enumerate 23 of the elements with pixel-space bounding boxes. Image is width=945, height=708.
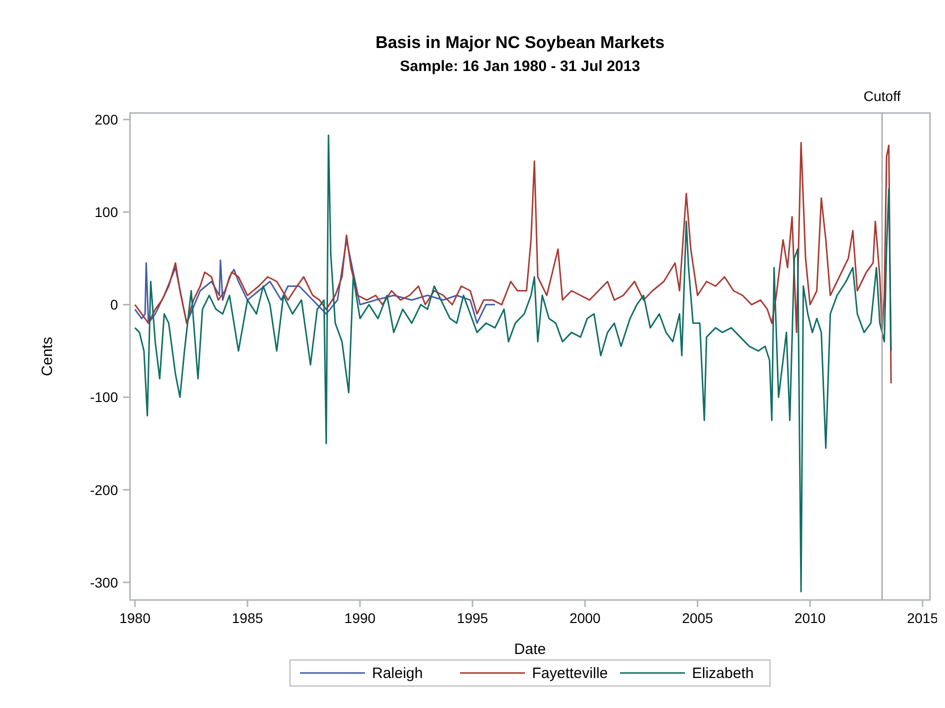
x-tick-label: 1985	[232, 610, 264, 626]
x-axis-title: Date	[514, 641, 546, 658]
y-tick-label: -100	[90, 389, 118, 406]
legend-label: Elizabeth	[692, 665, 754, 682]
x-tick-label: 1990	[344, 610, 376, 626]
y-tick-label: -300	[90, 574, 118, 590]
y-tick-label: -200	[90, 482, 118, 498]
x-tick-label: 2000	[569, 610, 601, 626]
x-tick-label: 2005	[682, 610, 714, 626]
y-axis-title: Cents	[39, 336, 56, 376]
legend-label: Fayetteville	[532, 665, 608, 682]
x-tick-label: 1995	[456, 610, 488, 626]
line-series	[134, 142, 892, 384]
y-tick-label: 200	[94, 111, 118, 128]
ref-line-label: Cutoff	[864, 88, 901, 104]
chart-title: Basis in Major NC Soybean Markets	[375, 33, 665, 52]
line-series	[134, 134, 892, 592]
x-tick-label: 1980	[119, 610, 151, 626]
x-tick-label: 2010	[794, 610, 826, 626]
chart-subtitle: Sample: 16 Jan 1980 - 31 Jul 2013	[400, 58, 640, 75]
y-tick-label: 100	[94, 204, 118, 220]
legend-label: Raleigh	[372, 665, 423, 682]
y-tick-label: 0	[110, 296, 118, 313]
